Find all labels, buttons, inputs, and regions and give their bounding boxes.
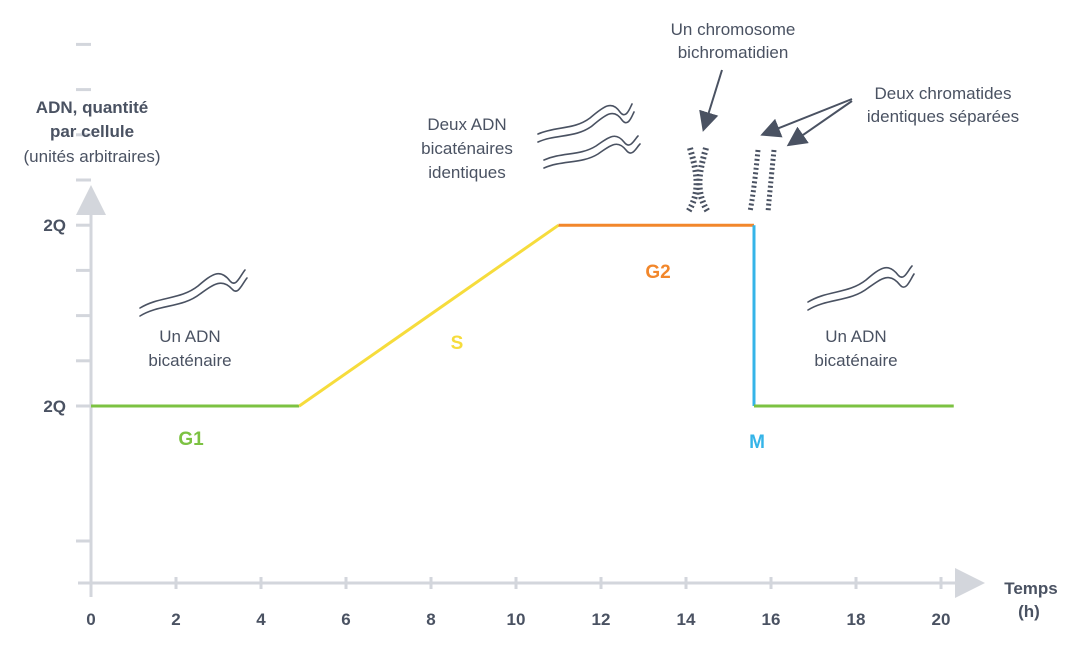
x-axis-title: Temps (h): [1004, 579, 1058, 621]
x-axis-label-line-1: Temps: [1004, 579, 1058, 598]
annotation-arrows: [699, 69, 853, 147]
phase-label-g1: G1: [178, 429, 204, 450]
x-tick-label: 8: [426, 610, 435, 629]
phase-label-s: S: [451, 333, 464, 354]
y-tick-label: 2Q: [43, 216, 66, 235]
arrow-chromatid-2: [786, 100, 853, 147]
chromosome-bichromatid-icon: [685, 147, 711, 214]
x-tick-label: 12: [592, 610, 611, 629]
y-axis-label-line-2: par cellule: [50, 122, 134, 141]
series-line-s: [298, 223, 560, 408]
y-tick-label: 2Q: [43, 397, 66, 416]
dna-two-double-strands-icon: [537, 103, 641, 169]
arrow-chromosome: [699, 69, 723, 132]
annotation-m-line-2: bicaténaire: [814, 351, 897, 370]
y-axis-title: ADN, quantité par cellule (unités arbitr…: [24, 98, 161, 166]
series-lines: [91, 223, 954, 408]
y-axis-label-line-1: ADN, quantité: [36, 98, 148, 117]
dna-double-strand-icon-m: [807, 265, 915, 311]
phase-label-g2: G2: [645, 262, 670, 283]
annotation-chromatids-line-1: Deux chromatides: [874, 84, 1011, 103]
arrow-chromatid-1: [760, 98, 853, 138]
y-ticks: 2Q 2Q: [43, 42, 91, 543]
annotation-chromosome-line-1: Un chromosome: [671, 20, 796, 39]
x-tick-label: 0: [86, 610, 95, 629]
annotations: Un ADN bicaténaire Deux ADN bicaténaires…: [148, 20, 1019, 370]
separated-chromatids-icon: [747, 149, 777, 213]
dna-double-strand-icon: [139, 269, 248, 317]
x-ticks: 0 2 4 6 8 10 12 14 16 18 20: [86, 577, 950, 629]
annotation-s-line-2: bicaténaires: [421, 139, 513, 158]
annotation-g1-line-1: Un ADN: [159, 327, 220, 346]
x-tick-label: 20: [932, 610, 951, 629]
annotation-chromosome-line-2: bichromatidien: [678, 43, 789, 62]
x-tick-label: 16: [762, 610, 781, 629]
x-tick-label: 2: [171, 610, 180, 629]
x-tick-label: 4: [256, 610, 266, 629]
x-tick-label: 6: [341, 610, 350, 629]
annotation-g1-line-2: bicaténaire: [148, 351, 231, 370]
annotation-s-line-1: Deux ADN: [427, 115, 506, 134]
axes: [76, 185, 985, 598]
phase-labels: G1 S G2 M: [178, 262, 765, 453]
x-tick-label: 18: [847, 610, 866, 629]
x-axis-label-line-2: (h): [1018, 602, 1040, 621]
x-tick-label: 14: [677, 610, 696, 629]
annotation-chromatids-line-2: identiques séparées: [867, 107, 1019, 126]
x-tick-label: 10: [507, 610, 526, 629]
y-axis-unit: (unités arbitraires): [24, 147, 161, 166]
annotation-s-line-3: identiques: [428, 163, 506, 182]
phase-label-m: M: [749, 432, 765, 453]
annotation-m-line-1: Un ADN: [825, 327, 886, 346]
